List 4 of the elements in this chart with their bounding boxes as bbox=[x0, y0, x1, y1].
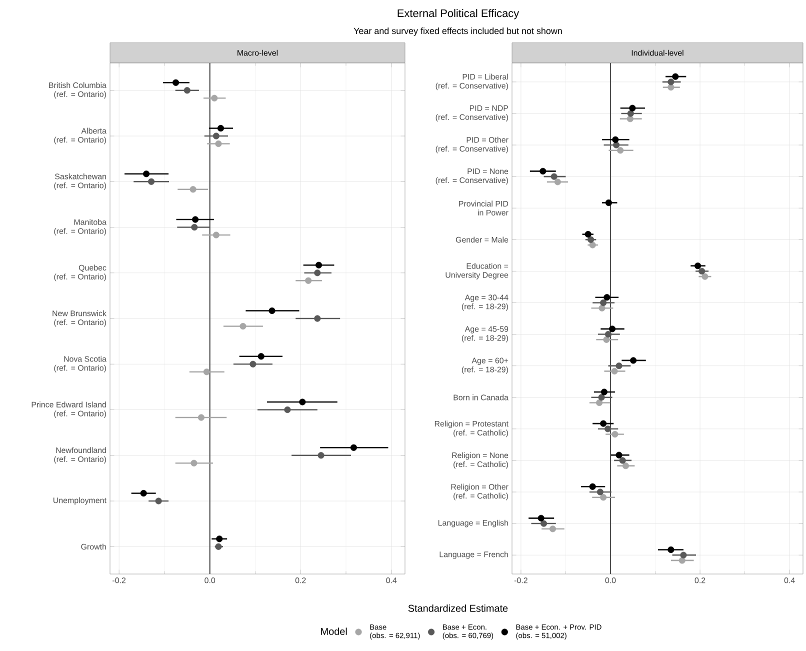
legend-title: Model bbox=[321, 628, 347, 635]
x-axis-title: Standardized Estimate bbox=[408, 604, 508, 612]
text: Year and survey fixed effects included but not shown bbox=[354, 28, 562, 36]
text: External Political Efficacy bbox=[398, 9, 520, 20]
